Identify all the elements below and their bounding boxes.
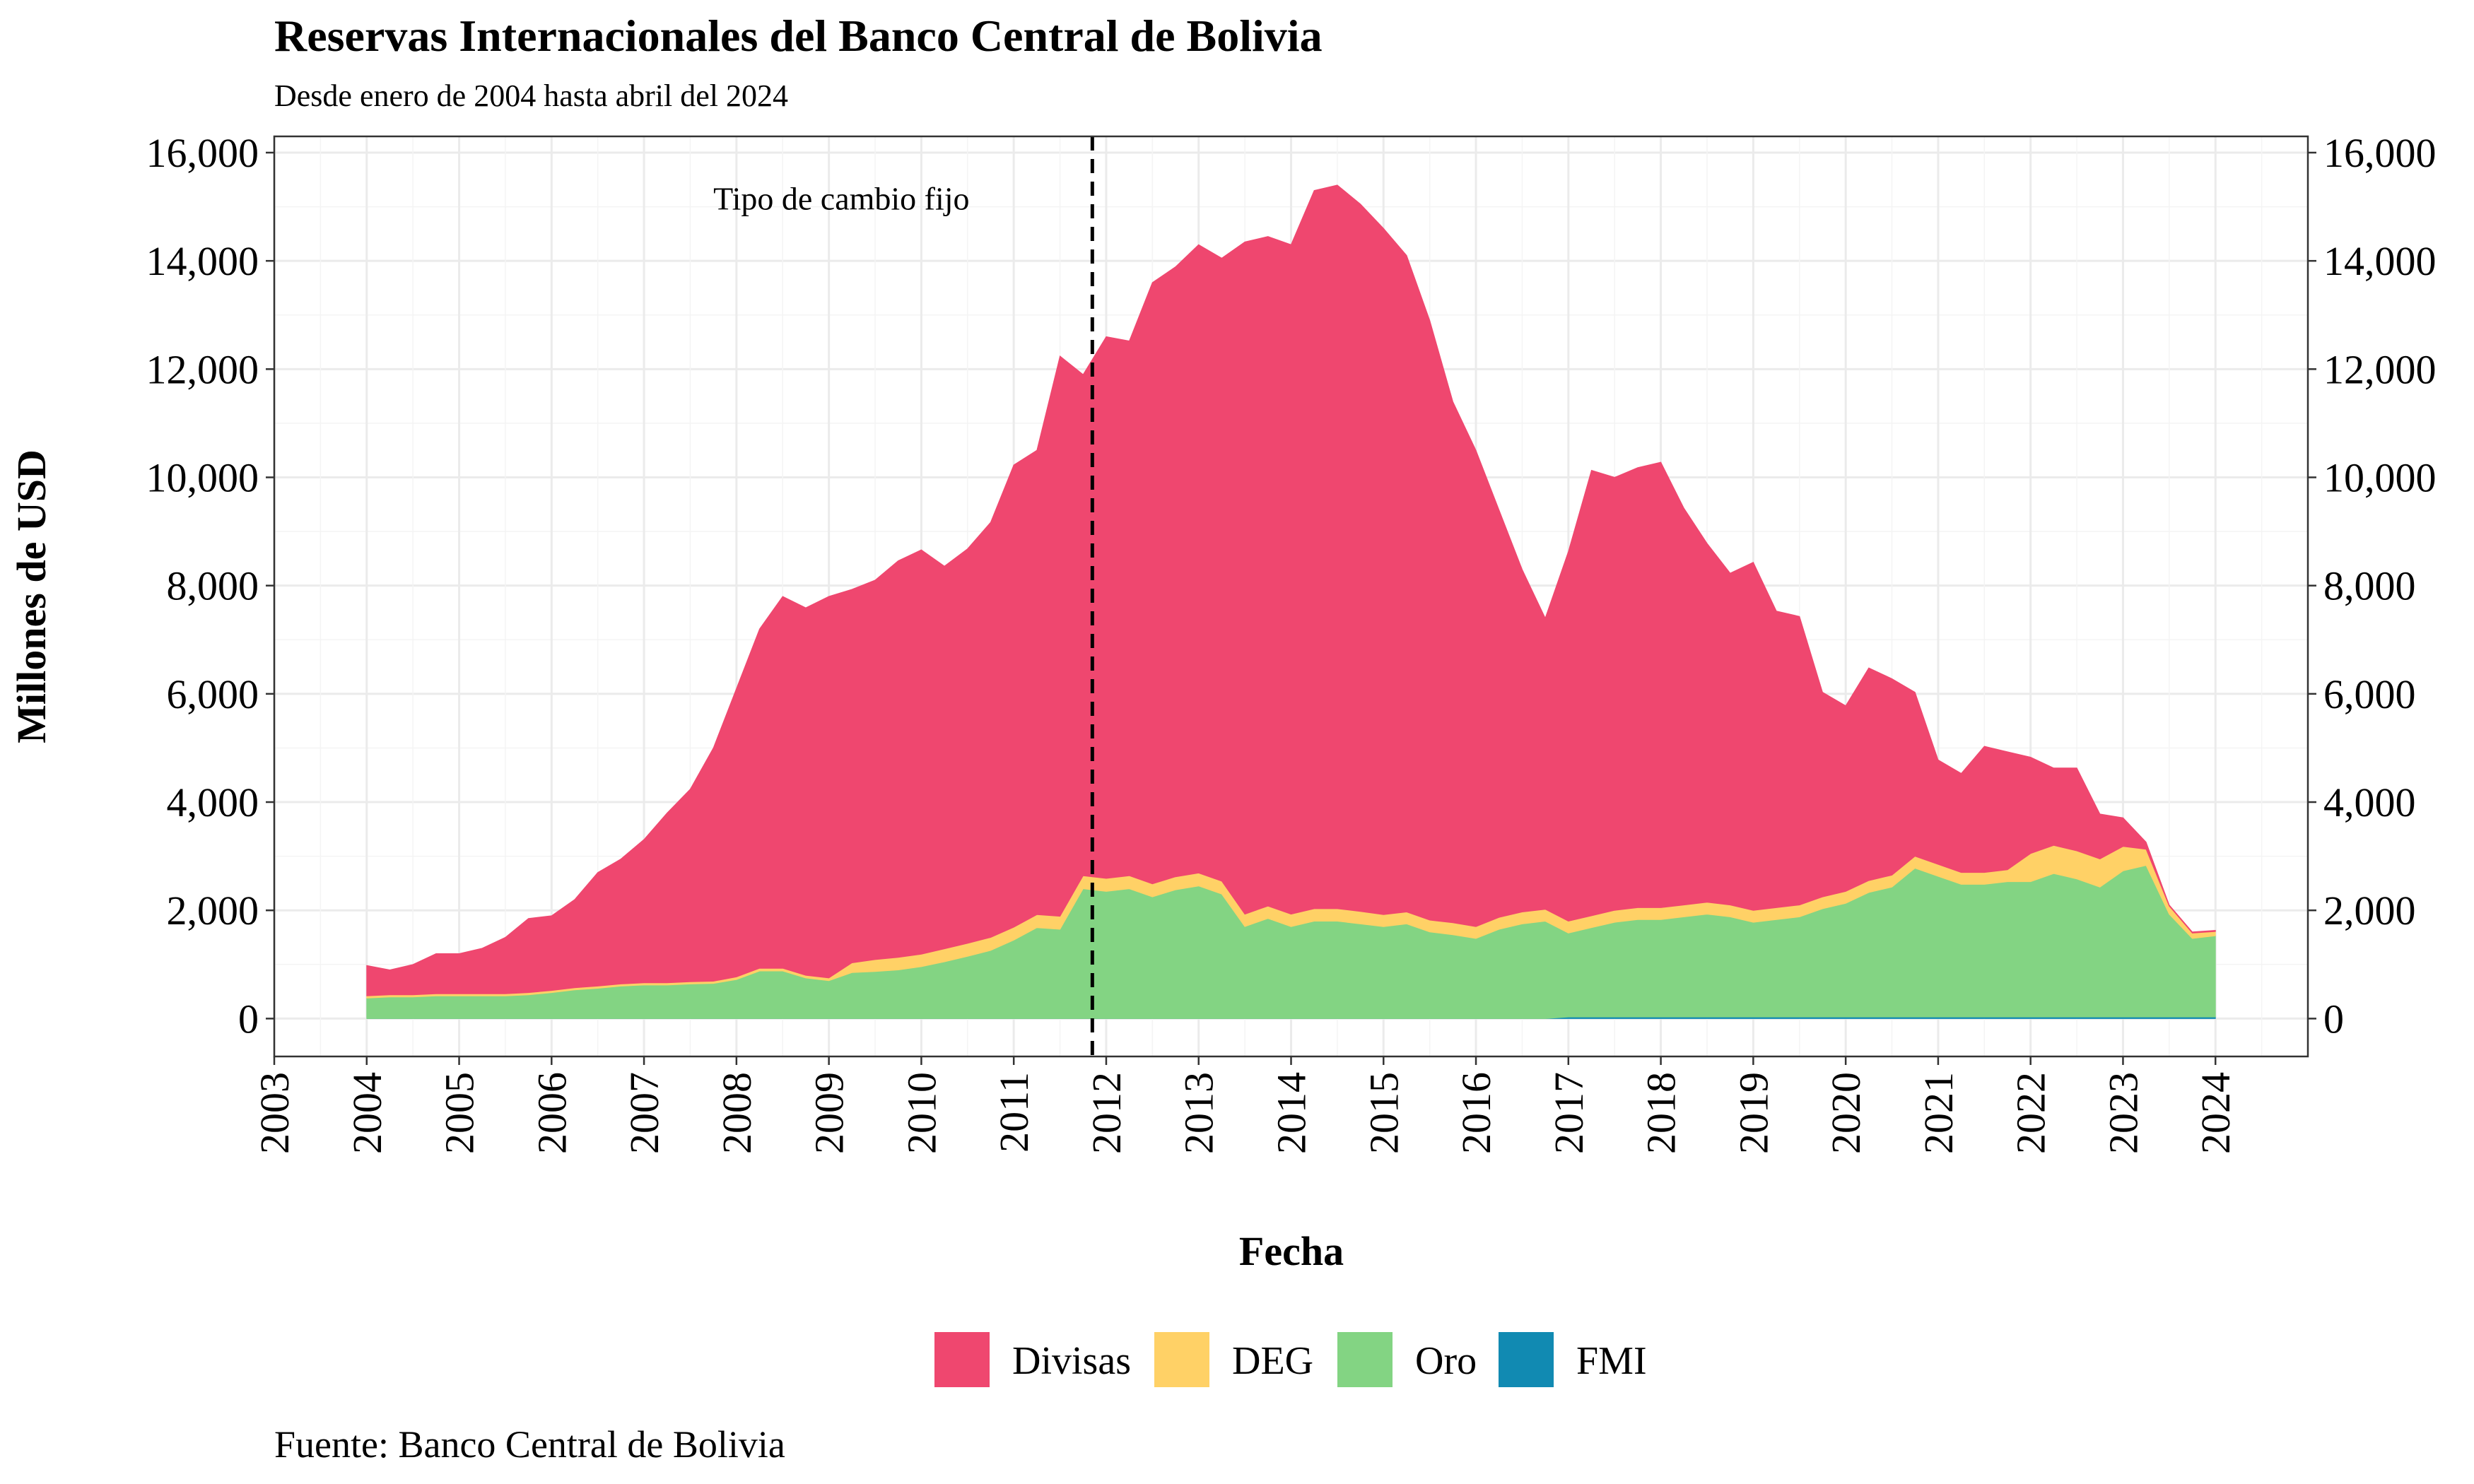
y-axis-label: Millones de USD <box>8 449 54 743</box>
y-tick-label-right: 0 <box>2323 996 2344 1042</box>
x-tick-label: 2007 <box>621 1072 667 1154</box>
x-tick-label: 2018 <box>1638 1072 1684 1154</box>
x-tick-label: 2008 <box>714 1072 760 1154</box>
x-tick-label: 2010 <box>898 1072 944 1154</box>
y-tick-label-right: 2,000 <box>2323 888 2416 934</box>
x-tick-label: 2020 <box>1823 1072 1869 1154</box>
x-tick-label: 2015 <box>1361 1072 1407 1154</box>
x-axis-label: Fecha <box>1239 1228 1344 1274</box>
y-tick-label-left: 12,000 <box>146 346 259 392</box>
x-tick-label: 2021 <box>1916 1072 1962 1154</box>
y-tick-label-right: 10,000 <box>2323 455 2437 501</box>
area-layers <box>366 184 2216 1019</box>
axes: 0 0 2,000 2,000 4,000 4,000 6,000 6,000 8,000 8,0… <box>146 130 2437 1154</box>
x-tick-label: 2024 <box>2193 1072 2239 1154</box>
y-tick-label-left: 2,000 <box>167 888 259 934</box>
legend-label-divisas: Divisas <box>1012 1339 1131 1383</box>
chart-subtitle: Desde enero de 2004 hasta abril del 2024 <box>274 78 788 113</box>
chart-caption: Fuente: Banco Central de Bolivia <box>274 1423 785 1466</box>
y-tick-label-right: 8,000 <box>2323 563 2416 609</box>
legend: Divisas DEG Oro FMI <box>934 1332 1647 1387</box>
x-tick-label: 2013 <box>1176 1072 1222 1154</box>
y-tick-label-right: 6,000 <box>2323 671 2416 717</box>
legend-swatch-deg <box>1154 1332 1209 1387</box>
x-tick-label: 2012 <box>1084 1072 1130 1154</box>
y-tick-label-left: 16,000 <box>146 130 259 176</box>
y-tick-label-right: 14,000 <box>2323 238 2437 284</box>
x-tick-label: 2016 <box>1453 1072 1499 1154</box>
x-tick-label: 2022 <box>2008 1072 2054 1154</box>
x-tick-label: 2006 <box>529 1072 575 1154</box>
legend-label-fmi: FMI <box>1576 1339 1647 1383</box>
x-tick-label: 2017 <box>1546 1072 1592 1154</box>
y-tick-label-left: 4,000 <box>167 779 259 825</box>
x-tick-label: 2023 <box>2100 1072 2146 1154</box>
y-tick-label-left: 10,000 <box>146 455 259 501</box>
y-tick-label-right: 16,000 <box>2323 130 2437 176</box>
area-divisas <box>366 184 2216 996</box>
legend-label-deg: DEG <box>1232 1339 1313 1383</box>
y-tick-label-left: 6,000 <box>167 671 259 717</box>
x-tick-label: 2004 <box>344 1072 390 1154</box>
annotation-label: Tipo de cambio fijo <box>713 180 969 216</box>
x-tick-label: 2003 <box>252 1072 298 1154</box>
y-tick-label-right: 4,000 <box>2323 779 2416 825</box>
y-tick-label-right: 12,000 <box>2323 346 2437 392</box>
legend-swatch-fmi <box>1499 1332 1554 1387</box>
y-tick-label-left: 8,000 <box>167 563 259 609</box>
legend-swatch-divisas <box>934 1332 990 1387</box>
legend-label-oro: Oro <box>1415 1339 1477 1383</box>
x-tick-label: 2014 <box>1269 1072 1315 1154</box>
x-tick-label: 2009 <box>807 1072 852 1154</box>
y-tick-label-left: 0 <box>238 996 259 1042</box>
x-tick-label: 2011 <box>991 1072 1037 1153</box>
legend-swatch-oro <box>1337 1332 1393 1387</box>
chart-title: Reservas Internacionales del Banco Centr… <box>274 11 1323 61</box>
y-tick-label-left: 14,000 <box>146 238 259 284</box>
x-tick-label: 2005 <box>437 1072 483 1154</box>
x-tick-label: 2019 <box>1730 1072 1776 1154</box>
